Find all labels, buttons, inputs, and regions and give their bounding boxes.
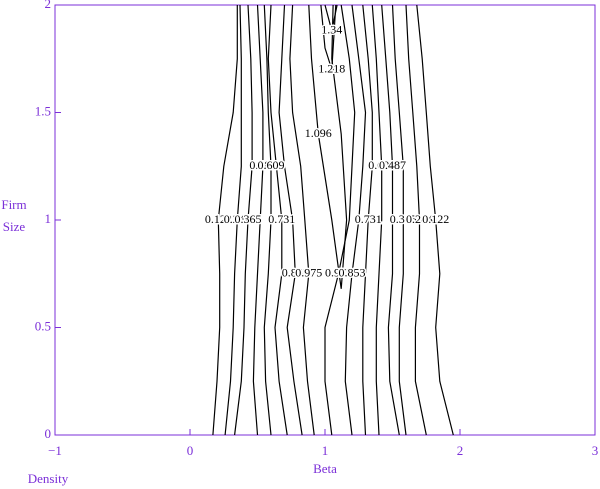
contour-label: 0.609 (368, 158, 395, 172)
contour-line (263, 4, 272, 436)
contour-label: 0.244 (406, 212, 433, 226)
y-tick-label: 0.5 (35, 318, 51, 333)
contour-line (416, 4, 454, 436)
contour-line (252, 4, 264, 436)
x-tick-label: 0 (187, 443, 194, 458)
x-tick-label: −1 (48, 443, 62, 458)
y-tick-label: 0 (45, 426, 52, 441)
contour-label: 0.853 (339, 266, 366, 280)
contour-line (371, 4, 383, 436)
contour-line (344, 4, 367, 436)
contour-line (320, 4, 337, 70)
contour-label: 0.731 (268, 212, 295, 226)
contour-label: 0.487 (379, 158, 406, 172)
contour-label: 0.122 (205, 212, 232, 226)
y-tick-label: 2 (45, 0, 52, 11)
contour-line (324, 4, 356, 436)
contour-line (405, 4, 427, 436)
contour-label: 0.365 (390, 212, 417, 226)
annotation: Density (28, 471, 69, 486)
contour-line (381, 4, 400, 436)
contour-line (224, 4, 242, 436)
contour-label: 0.365 (235, 212, 262, 226)
y-axis-label: Firm (1, 197, 26, 212)
x-tick-label: 1 (322, 443, 329, 458)
contour-label: 0.731 (355, 212, 382, 226)
y-tick-label: 1 (45, 211, 52, 226)
contour-line (308, 4, 348, 289)
contour-label: 0.609 (258, 158, 285, 172)
x-axis-label: Beta (313, 461, 337, 476)
contour-label: 0.244 (224, 212, 251, 226)
contour-label: 1.218 (318, 61, 345, 75)
x-tick-label: 2 (457, 443, 464, 458)
contour-line (267, 4, 288, 436)
y-tick-label: 1.5 (35, 103, 51, 118)
contour-label: 0.487 (249, 158, 276, 172)
contour-line (212, 5, 238, 436)
contour-line (278, 4, 303, 436)
contour-line (324, 4, 338, 31)
contour-line (362, 4, 373, 436)
contour-label: 0.122 (422, 212, 449, 226)
contour-label: 1.34 (321, 23, 342, 37)
contour-label: 0.975 (295, 266, 322, 280)
contour-label: 0.975 (325, 266, 352, 280)
y-axis-label: Size (3, 219, 26, 234)
contour-line (234, 4, 253, 436)
x-tick-label: 3 (592, 443, 599, 458)
contour-line (289, 4, 315, 436)
contour-label: 0.853 (282, 266, 309, 280)
contour-label: 1.096 (305, 126, 332, 140)
contour-line (391, 4, 407, 436)
